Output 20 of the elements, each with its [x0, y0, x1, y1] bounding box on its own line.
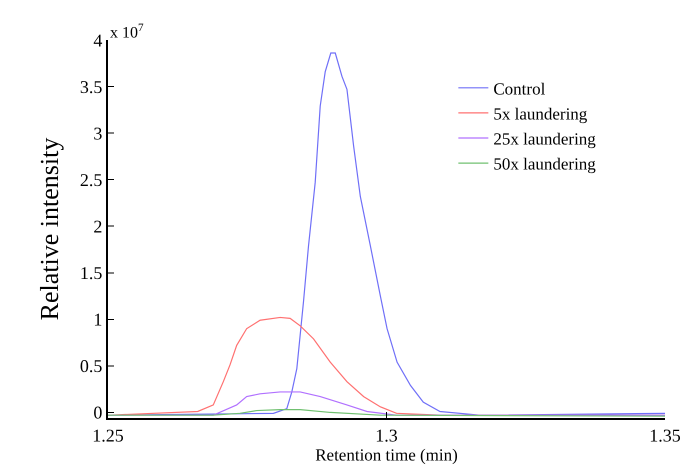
line-series — [108, 409, 665, 417]
legend-label: 50x laundering — [493, 154, 596, 174]
y-tick-label: 4 — [93, 30, 102, 50]
annotation: x 10$^{7}$ — [110, 22, 144, 42]
y-tick-label: 3.5 — [80, 76, 102, 97]
y-tick-label: 2.5 — [80, 170, 102, 190]
x-tick-label: 1.3 — [375, 426, 398, 446]
legend-label: Control — [493, 79, 546, 98]
y-tick-label: 2 — [93, 216, 102, 237]
y-tick-label: 0 — [93, 402, 102, 423]
y-tick-label: 3 — [93, 123, 102, 144]
x-tick-label: 1.35 — [649, 426, 681, 446]
y-tick-label: 1 — [93, 310, 102, 330]
legend-label: 25x laundering — [493, 130, 596, 149]
x-tick-label: 1.25 — [92, 426, 124, 446]
legend-label: 5x laundering — [493, 104, 588, 124]
y-tick-label: 0.5 — [80, 356, 102, 376]
y-tick-label: 1.5 — [80, 263, 102, 284]
y-axis-title: Relative intensity — [34, 138, 64, 320]
x-axis-title: Retention time (min) — [315, 446, 458, 465]
